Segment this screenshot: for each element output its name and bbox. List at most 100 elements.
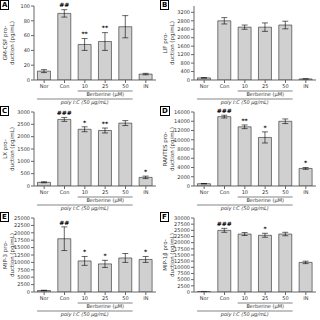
svg-text:12500: 12500 — [14, 252, 30, 258]
svg-text:12500: 12500 — [174, 258, 190, 264]
svg-text:IN: IN — [143, 83, 148, 89]
svg-text:0: 0 — [27, 77, 30, 83]
svg-text:2000: 2000 — [177, 174, 190, 180]
svg-text:*: * — [144, 248, 148, 255]
svg-text:1500: 1500 — [17, 146, 30, 152]
svg-text:*: * — [144, 168, 148, 175]
svg-text:6000: 6000 — [177, 155, 190, 161]
svg-text:5000: 5000 — [17, 274, 30, 280]
svg-text:0: 0 — [27, 183, 30, 189]
svg-text:0: 0 — [187, 183, 190, 189]
svg-text:2400: 2400 — [177, 26, 190, 32]
svg-text:IN: IN — [143, 189, 148, 195]
svg-text:Nor: Nor — [200, 295, 210, 301]
svg-text:poly I:C (50 μg/mL): poly I:C (50 μg/mL) — [60, 99, 109, 106]
svg-text:10: 10 — [242, 189, 248, 195]
svg-text:40: 40 — [24, 47, 30, 53]
svg-text:20000: 20000 — [14, 230, 30, 236]
svg-text:16000: 16000 — [174, 109, 190, 115]
svg-text:Berberine (μM): Berberine (μM) — [86, 197, 124, 204]
svg-text:0: 0 — [187, 289, 190, 295]
svg-text:80: 80 — [24, 18, 30, 24]
svg-text:25: 25 — [262, 295, 268, 301]
svg-text:2500: 2500 — [177, 283, 190, 289]
svg-text:5000: 5000 — [177, 276, 190, 282]
svg-text:17500: 17500 — [14, 237, 30, 243]
svg-text:Con: Con — [220, 295, 230, 301]
svg-text:15000: 15000 — [14, 244, 30, 250]
svg-text:25000: 25000 — [14, 215, 30, 221]
svg-text:1600: 1600 — [177, 43, 190, 49]
svg-text:14000: 14000 — [174, 118, 190, 124]
svg-text:4000: 4000 — [177, 164, 190, 170]
svg-text:10: 10 — [242, 83, 248, 89]
svg-text:Con: Con — [60, 189, 70, 195]
svg-text:**: ** — [102, 24, 109, 31]
svg-text:7500: 7500 — [17, 267, 30, 273]
svg-text:20000: 20000 — [174, 239, 190, 245]
svg-text:60: 60 — [24, 32, 30, 38]
svg-text:400: 400 — [180, 68, 190, 74]
svg-text:poly I:C (50 μg/mL): poly I:C (50 μg/mL) — [60, 311, 109, 318]
svg-text:50: 50 — [122, 189, 128, 195]
svg-text:22500: 22500 — [174, 233, 190, 239]
svg-text:10000: 10000 — [14, 259, 30, 265]
svg-text:**: ** — [81, 30, 88, 37]
svg-text:poly I:C (50 μg/mL): poly I:C (50 μg/mL) — [220, 205, 269, 212]
svg-text:50: 50 — [282, 83, 288, 89]
svg-text:*: * — [304, 159, 308, 166]
svg-text:Berberine (μM): Berberine (μM) — [246, 197, 284, 204]
svg-text:Nor: Nor — [40, 189, 50, 195]
svg-text:Berberine (μM): Berberine (μM) — [246, 303, 284, 310]
svg-text:IN: IN — [303, 189, 308, 195]
svg-text:20: 20 — [24, 62, 30, 68]
svg-text:3200: 3200 — [177, 9, 190, 15]
svg-text:Con: Con — [220, 83, 230, 89]
svg-text:Nor: Nor — [40, 295, 50, 301]
svg-text:IN: IN — [303, 83, 308, 89]
svg-text:**: ** — [102, 120, 109, 127]
svg-text:*: * — [263, 124, 267, 131]
svg-text:50: 50 — [122, 83, 128, 89]
svg-text:1200: 1200 — [177, 51, 190, 57]
svg-text:1000: 1000 — [17, 158, 30, 164]
svg-text:25: 25 — [102, 189, 108, 195]
svg-text:2000: 2000 — [17, 133, 30, 139]
svg-text:###: ### — [217, 107, 232, 114]
svg-text:25: 25 — [262, 83, 268, 89]
svg-text:10: 10 — [82, 83, 88, 89]
svg-text:Con: Con — [220, 189, 230, 195]
svg-text:Nor: Nor — [200, 189, 210, 195]
svg-text:25: 25 — [102, 83, 108, 89]
svg-text:IN: IN — [143, 295, 148, 301]
svg-text:10: 10 — [82, 295, 88, 301]
svg-text:poly I:C (50 μg/mL): poly I:C (50 μg/mL) — [60, 205, 109, 212]
svg-text:17500: 17500 — [174, 246, 190, 252]
svg-text:##: ## — [59, 219, 69, 226]
svg-text:###: ### — [57, 109, 72, 116]
svg-text:3000: 3000 — [17, 109, 30, 115]
svg-text:Berberine (μM): Berberine (μM) — [246, 91, 284, 98]
svg-text:*: * — [83, 248, 87, 255]
svg-text:25: 25 — [262, 189, 268, 195]
svg-text:Nor: Nor — [200, 83, 210, 89]
svg-text:2500: 2500 — [17, 281, 30, 287]
svg-text:10000: 10000 — [174, 264, 190, 270]
svg-text:2000: 2000 — [177, 34, 190, 40]
svg-text:50: 50 — [282, 295, 288, 301]
svg-text:12000: 12000 — [174, 127, 190, 133]
svg-text:Con: Con — [60, 83, 70, 89]
svg-text:Berberine (μM): Berberine (μM) — [86, 91, 124, 98]
svg-text:**: ** — [241, 117, 248, 124]
svg-text:###: ### — [217, 220, 232, 227]
svg-text:Berberine (μM): Berberine (μM) — [86, 303, 124, 310]
svg-text:*: * — [103, 252, 107, 259]
svg-text:100: 100 — [20, 3, 30, 9]
svg-text:Nor: Nor — [40, 83, 50, 89]
svg-text:30000: 30000 — [174, 215, 190, 221]
svg-text:Con: Con — [60, 295, 70, 301]
svg-text:25000: 25000 — [174, 227, 190, 233]
svg-text:500: 500 — [20, 170, 30, 176]
svg-text:IN: IN — [303, 295, 308, 301]
svg-text:22500: 22500 — [14, 222, 30, 228]
